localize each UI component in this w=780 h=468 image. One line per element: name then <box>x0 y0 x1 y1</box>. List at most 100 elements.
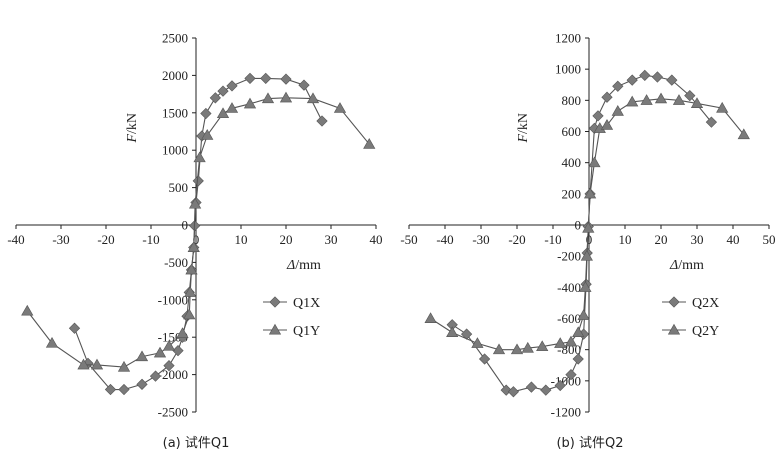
chart-caption-q2: (b) 试件Q2 <box>556 436 623 451</box>
x-tick-label-q2: -40 <box>436 232 453 247</box>
y-tick-label-q1: 500 <box>169 180 189 195</box>
data-point-q2y <box>424 312 437 323</box>
x-tick-label-q2: 20 <box>655 232 668 247</box>
data-point-q1x <box>192 175 204 187</box>
data-point-q2y <box>580 249 593 261</box>
x-tick-label-q1: 0 <box>193 232 200 247</box>
x-tick-label-q1: 40 <box>370 232 383 247</box>
chart-panel-q1: -40 -30 -20 -10 0 10 20 30 40 2500 2000 1500 1000 500… <box>7 31 382 420</box>
data-point-q1x <box>280 73 292 85</box>
data-point-q1x <box>104 383 117 396</box>
data-point-q2x <box>525 381 538 393</box>
y-tick-label-q2: 1200 <box>555 31 581 46</box>
data-point-q2x <box>651 71 664 83</box>
data-point-q2y <box>446 326 459 338</box>
y-axis-label-q2: F/kN <box>516 113 531 144</box>
data-point-q2y <box>626 95 639 107</box>
data-point-q1y <box>333 102 347 113</box>
data-point-q2y <box>672 94 686 105</box>
data-point-q2x <box>705 116 718 128</box>
y-tick-label-q1: 2500 <box>162 31 188 46</box>
data-point-q2y <box>510 343 524 355</box>
x-tick-label-q2: 30 <box>691 232 704 247</box>
legend-label-q2y: Q2Y <box>692 324 719 339</box>
data-point-q1y <box>77 358 90 370</box>
x-tick-label-q2: 10 <box>619 232 632 247</box>
data-point-q1x <box>163 359 175 372</box>
data-point-q2y <box>564 335 578 347</box>
x-tick-label-q2: -20 <box>508 232 525 247</box>
data-point-q1y <box>183 308 196 320</box>
data-point-q2y <box>654 92 668 104</box>
x-tick-label-q1: 10 <box>235 232 248 247</box>
y-tick-label-q1: 1500 <box>162 105 188 120</box>
legend-marker-q2y <box>667 323 681 335</box>
legend-marker-q1x <box>269 296 281 308</box>
data-point-q2x <box>554 379 566 392</box>
data-point-q2x <box>612 80 624 92</box>
data-point-q1x <box>260 72 272 85</box>
y-tick-label-q1: 2000 <box>162 68 188 83</box>
data-point-q2y <box>579 281 592 292</box>
data-point-q2y <box>611 105 624 116</box>
x-axis-label-var-q1: Δ <box>286 258 295 273</box>
data-point-q1y <box>45 336 59 348</box>
data-point-q2x <box>666 74 678 86</box>
data-point-q1x <box>200 107 212 120</box>
y-tick-label-q1: -2500 <box>158 405 188 420</box>
data-point-q1y <box>201 129 214 140</box>
y-axis-label-unit-q2: /kN <box>516 113 531 134</box>
x-tick-label-q1: -40 <box>7 232 24 247</box>
data-point-q1y <box>306 92 320 104</box>
data-point-q2x <box>572 353 584 365</box>
data-point-q1y <box>187 241 200 252</box>
data-point-q2y <box>554 337 567 348</box>
y-axis-label-var-q2: F <box>516 134 531 144</box>
data-point-q2y <box>471 337 484 348</box>
data-point-q1y <box>193 151 206 163</box>
data-point-q1y <box>153 346 167 358</box>
y-tick-label-q2: 600 <box>562 124 582 139</box>
y-axis-label-unit-q1: /kN <box>125 113 140 134</box>
series-line-q2x <box>451 74 712 393</box>
data-point-q2y <box>536 340 549 352</box>
data-point-q2x <box>684 90 696 102</box>
x-tick-label-q1: -20 <box>97 232 114 247</box>
y-tick-label-q2: 200 <box>562 186 582 201</box>
x-axis-label-var-q2: Δ <box>669 258 678 273</box>
x-tick-label-q2: -50 <box>400 232 417 247</box>
x-tick-label-q1: -10 <box>142 232 159 247</box>
x-axis-label-q2: Δ/mm <box>669 258 704 273</box>
y-tick-label-q2: 0 <box>575 218 582 233</box>
y-axis-label-var-q1: F <box>125 134 140 144</box>
data-point-q1y <box>279 91 293 103</box>
x-axis-label-q1: Δ/mm <box>286 258 321 273</box>
y-tick-label-q2: 400 <box>562 155 582 170</box>
x-tick-label-q1: -30 <box>52 232 69 247</box>
data-point-q1y <box>363 138 376 149</box>
data-point-q2x <box>639 69 651 82</box>
data-point-q2y <box>640 94 653 105</box>
data-point-q2x <box>507 386 520 398</box>
y-tick-label-q2: -600 <box>557 311 581 326</box>
y-axis-label-q1: F/kN <box>125 113 140 144</box>
y-tick-label-q2: -200 <box>557 249 581 264</box>
x-tick-label-q2: -10 <box>544 232 561 247</box>
data-point-q1x <box>298 79 310 91</box>
data-point-q2y <box>583 187 597 199</box>
data-point-q1y <box>185 263 198 275</box>
data-point-q1y <box>162 339 176 351</box>
data-point-q2y <box>600 119 614 130</box>
data-point-q1x <box>226 80 238 92</box>
data-point-q1x <box>217 85 229 97</box>
chart-caption-q1: (a) 试件Q1 <box>163 436 230 451</box>
x-tick-label-q2: 0 <box>586 232 593 247</box>
y-tick-label-q2: 800 <box>562 93 582 108</box>
data-point-q1y <box>135 350 149 362</box>
data-point-q1x <box>136 378 148 390</box>
x-tick-label-q2: 40 <box>727 232 740 247</box>
data-point-q2y <box>690 97 704 108</box>
x-tick-label-q1: 30 <box>325 232 338 247</box>
legend-marker-q2x <box>668 296 680 308</box>
legend-marker-q1y <box>268 323 282 335</box>
